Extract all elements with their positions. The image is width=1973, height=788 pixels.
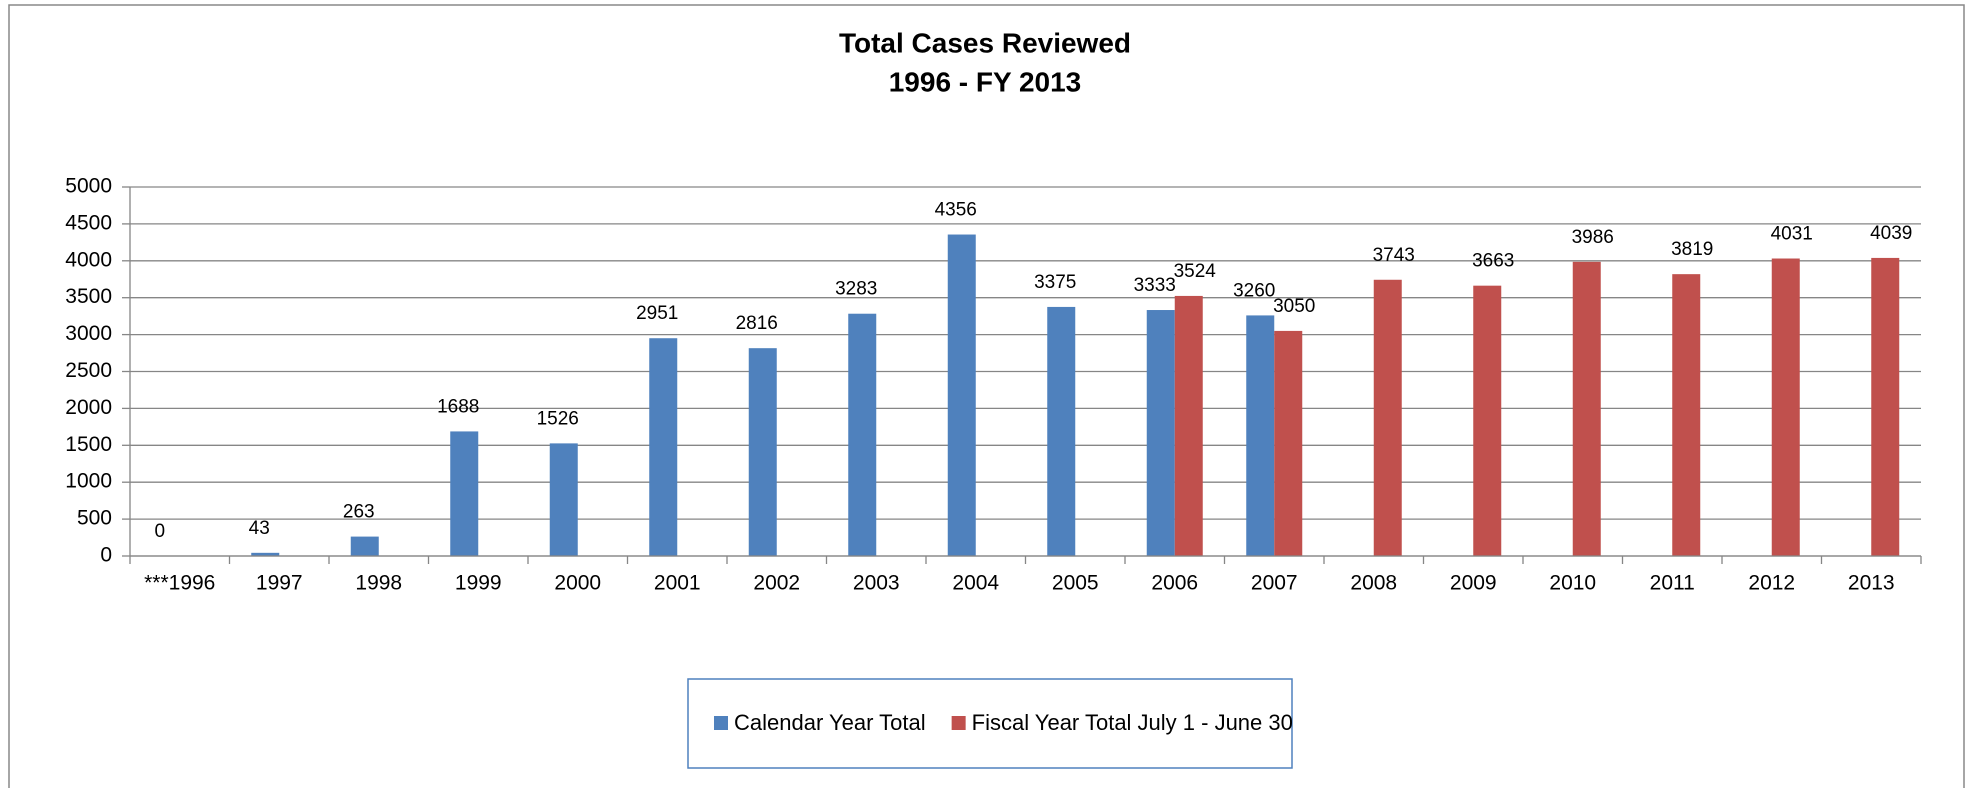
x-tick-label: 2001 (654, 572, 701, 595)
legend-label: Calendar Year Total (734, 710, 926, 735)
bar (1246, 315, 1275, 556)
legend-swatch (951, 716, 966, 730)
bar (1146, 310, 1175, 556)
y-tick-label: 4500 (65, 211, 112, 234)
x-tick-label: 2002 (753, 572, 800, 595)
bar (1174, 295, 1203, 556)
y-tick-label: 3000 (65, 322, 112, 345)
bar (549, 443, 578, 556)
y-tick-label: 3500 (65, 285, 112, 308)
data-label: 3819 (1671, 239, 1713, 260)
data-label: 2816 (736, 313, 778, 334)
y-tick-label: 500 (77, 507, 112, 530)
x-tick-label: 1998 (355, 572, 402, 595)
bar (450, 431, 479, 556)
data-label: 4039 (1870, 223, 1912, 244)
x-tick-label: 2011 (1650, 572, 1695, 595)
bar (350, 536, 379, 556)
x-tick-label: 1997 (256, 572, 303, 595)
data-label: 3375 (1034, 272, 1076, 293)
x-tick-label: 2012 (1748, 572, 1795, 595)
x-tick-label: 2006 (1151, 572, 1198, 595)
x-tick-label: 2007 (1251, 572, 1298, 595)
data-label: 3050 (1273, 296, 1315, 317)
x-tick-label: 2010 (1549, 572, 1596, 595)
chart-title: Total Cases Reviewed (839, 27, 1131, 58)
data-label: 1688 (437, 396, 479, 417)
data-label: 3283 (835, 279, 877, 300)
x-tick-label: 2008 (1350, 572, 1397, 595)
data-label: 3743 (1373, 245, 1415, 266)
legend-label: Fiscal Year Total July 1 - June 30 (972, 710, 1293, 735)
data-label: 3663 (1472, 251, 1514, 272)
data-label: 3524 (1174, 261, 1217, 282)
data-label: 4356 (935, 200, 977, 221)
bar (1771, 258, 1800, 556)
y-tick-label: 1500 (65, 433, 112, 456)
chart-subtitle: 1996 - FY 2013 (889, 66, 1082, 97)
bar (649, 338, 678, 556)
x-tick-label: 2004 (952, 572, 999, 595)
bar (1572, 261, 1601, 556)
bar (748, 348, 777, 556)
bar (1672, 274, 1701, 556)
x-tick-label: 2013 (1848, 572, 1895, 595)
data-label: 263 (343, 502, 375, 523)
y-tick-label: 1000 (65, 470, 112, 493)
data-label: 2951 (636, 303, 678, 324)
bar (1274, 330, 1303, 556)
x-tick-label: 2005 (1052, 572, 1099, 595)
data-label: 3333 (1134, 275, 1176, 296)
bar (251, 552, 280, 556)
chart-border (8, 4, 1965, 788)
y-tick-label: 2500 (65, 359, 112, 382)
y-tick-label: 4000 (65, 248, 112, 271)
bar (947, 234, 976, 556)
x-tick-label: 2000 (554, 572, 601, 595)
bar (1047, 306, 1076, 556)
data-label: 1526 (537, 408, 579, 429)
x-tick-label: 1999 (455, 572, 502, 595)
x-tick-label: 2003 (853, 572, 900, 595)
x-tick-label: ***1996 (144, 572, 215, 595)
data-label: 43 (249, 518, 270, 539)
y-tick-label: 2000 (65, 396, 112, 419)
y-tick-label: 0 (100, 544, 112, 567)
x-tick-label: 2009 (1450, 572, 1497, 595)
data-label: 4031 (1771, 224, 1813, 245)
data-label: 0 (154, 521, 165, 542)
bar (1473, 285, 1502, 556)
bar (1871, 257, 1900, 556)
legend-box (687, 678, 1293, 769)
y-tick-label: 5000 (65, 175, 112, 198)
bar (1373, 279, 1402, 556)
legend-swatch (714, 716, 728, 730)
data-label: 3986 (1572, 227, 1614, 248)
data-label: 3260 (1233, 280, 1275, 301)
bar (848, 313, 877, 556)
